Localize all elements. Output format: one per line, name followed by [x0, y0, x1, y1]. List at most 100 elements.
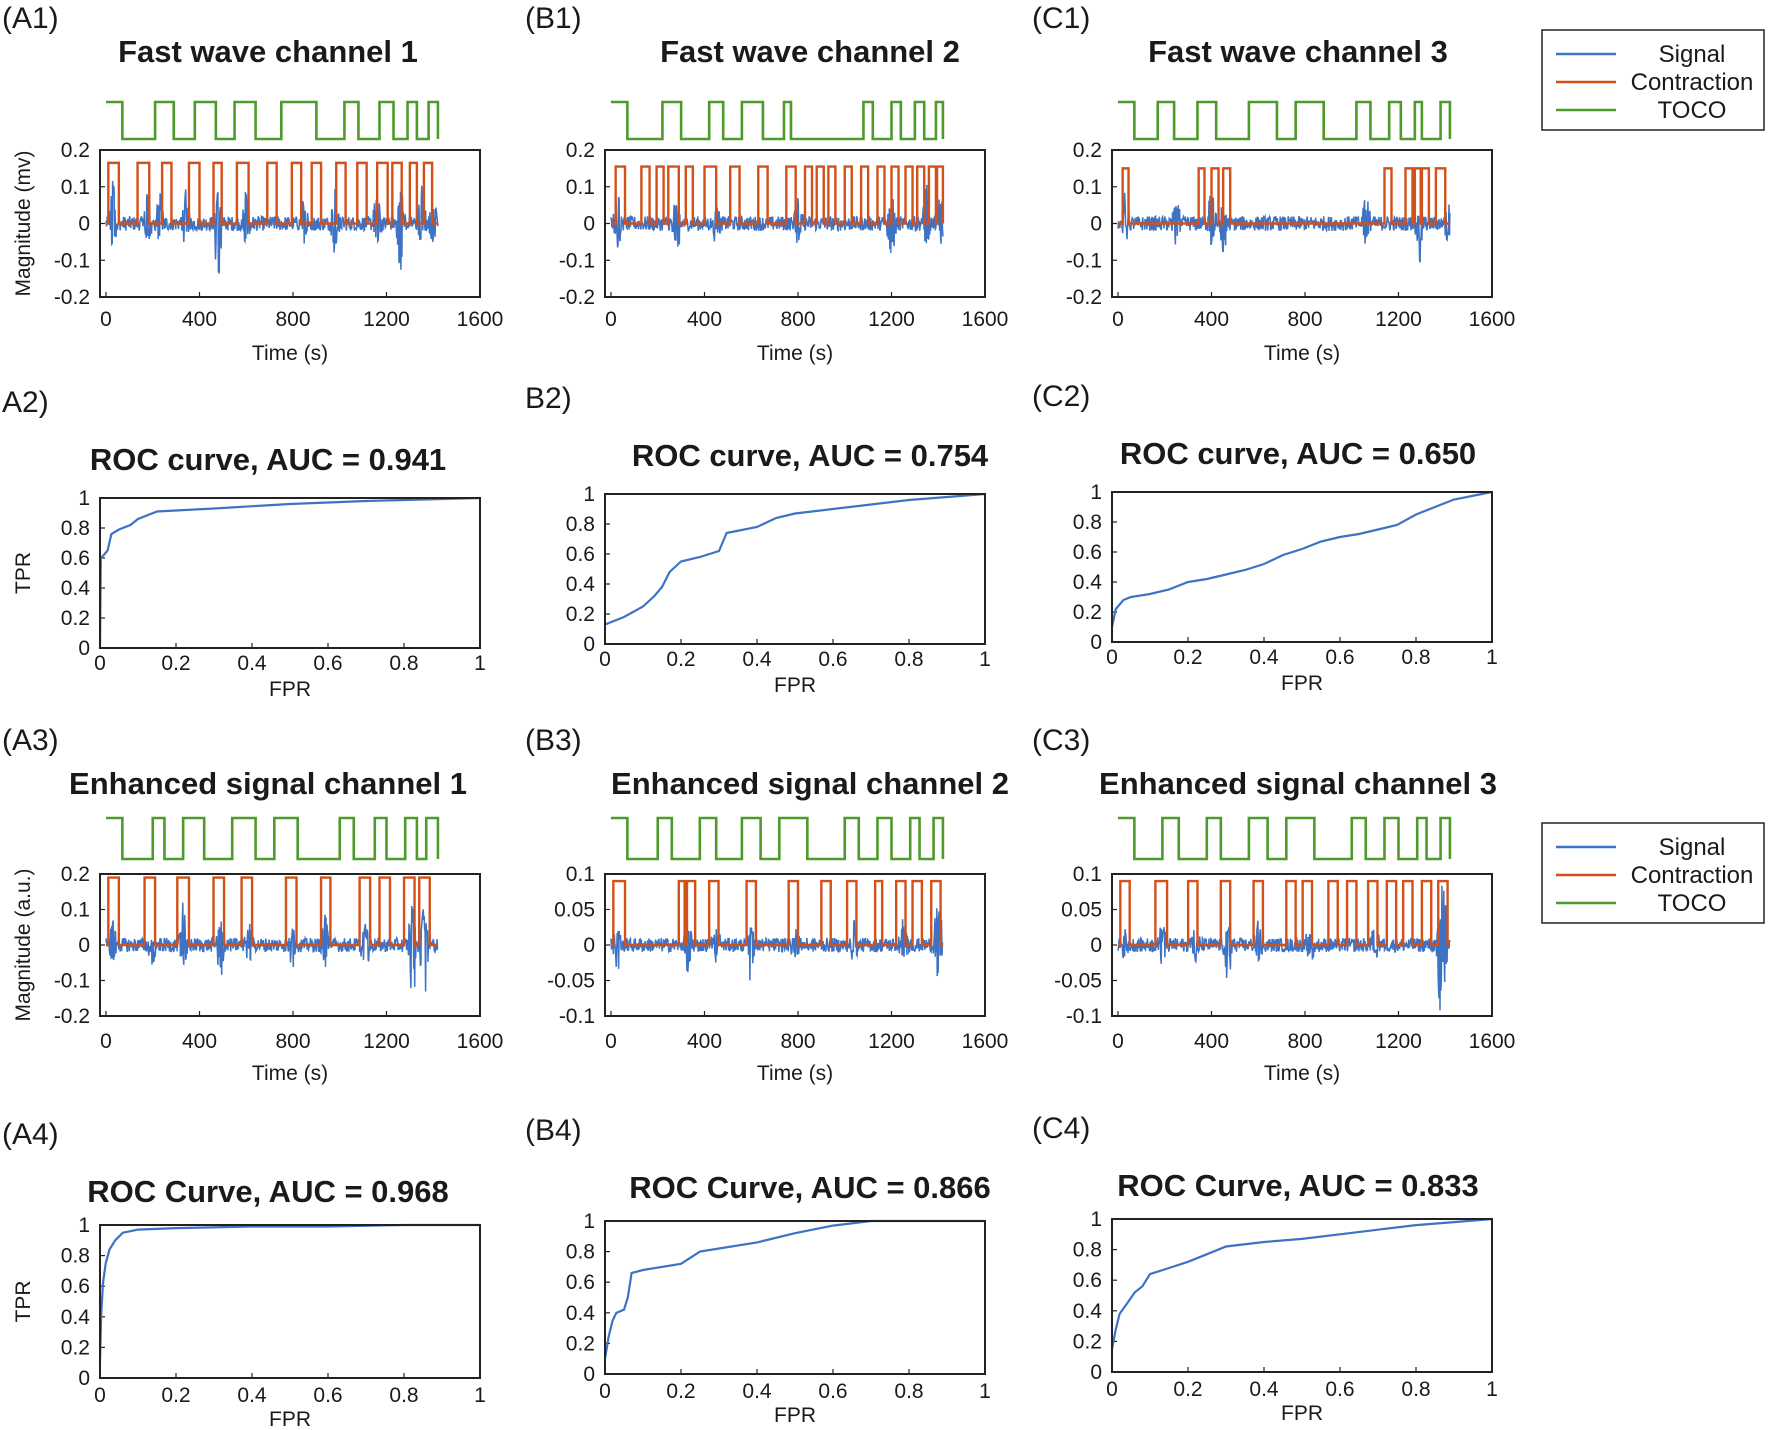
x-tick-label: 0.2: [666, 1380, 695, 1403]
toco-line: [1118, 100, 1452, 141]
y-tick-label: 0.4: [566, 1302, 596, 1325]
y-tick-label: 0.4: [1073, 1300, 1103, 1323]
y-tick-label: 0: [78, 213, 90, 236]
x-tick-label: 1200: [868, 308, 915, 331]
x-tick-label: 0.2: [1173, 646, 1202, 669]
toco-line: [611, 100, 945, 141]
y-tick-label: 1: [583, 483, 595, 506]
y-tick-label: 0: [78, 934, 90, 957]
y-tick-label: 0.6: [1073, 541, 1102, 564]
panel-title: ROC curve, AUC = 0.941: [90, 442, 446, 477]
x-tick-label: 400: [687, 308, 722, 331]
x-tick-label: 0: [1112, 1030, 1124, 1053]
y-tick-label: 0: [583, 934, 595, 957]
y-tick-label: 0.1: [1073, 176, 1102, 199]
x-tick-label: 0.4: [237, 1384, 267, 1407]
y-tick-label: 0: [1090, 631, 1102, 654]
panel-label: (B1): [525, 2, 582, 35]
x-tick-label: 400: [687, 1030, 722, 1053]
x-tick-label: 1200: [1375, 308, 1422, 331]
panel-a4: (A4) ROC Curve, AUC = 0.968 0 0.2 0.4 0.6 0.8 1…: [2, 1118, 486, 1430]
plot-frame: [1111, 491, 1493, 643]
x-tick-label: 400: [1194, 1030, 1229, 1053]
y-axis-label: TPR: [12, 1281, 35, 1323]
y-tick-label: 0.2: [1073, 139, 1102, 162]
legend-box: [1541, 822, 1765, 924]
panel-label: (B4): [525, 1114, 582, 1147]
y-axis-label: TPR: [12, 552, 35, 594]
x-tick-label: 0: [100, 308, 112, 331]
y-tick-label: 0.2: [61, 139, 90, 162]
contraction-line: [1118, 879, 1450, 947]
panel-title: ROC Curve, AUC = 0.968: [87, 1174, 449, 1209]
x-tick-label: 800: [1287, 308, 1322, 331]
plot-frame: [99, 1224, 481, 1379]
y-tick-label: 0.8: [566, 513, 595, 536]
x-tick-label: 0: [100, 1030, 112, 1053]
y-tick-label: -0.1: [54, 249, 90, 272]
x-tick-label: 1600: [962, 1030, 1009, 1053]
plot-frame: [604, 493, 986, 645]
y-tick-label: -0.2: [54, 286, 90, 309]
x-tick-label: 800: [1287, 1030, 1322, 1053]
x-tick-label: 0.8: [1401, 646, 1430, 669]
panel-a3: (A3) Enhanced signal channel 1 0 400 800 1200…: [2, 724, 503, 1085]
x-axis-label: Time (s): [252, 342, 328, 365]
y-tick-label: 0.1: [566, 176, 595, 199]
y-tick-label: 0.2: [566, 603, 595, 626]
y-tick-label: -0.05: [547, 970, 595, 993]
x-tick-label: 0.6: [1325, 1378, 1354, 1401]
y-tick-label: 0: [583, 633, 595, 656]
panel-label: B2): [525, 382, 572, 415]
panel-title: Enhanced signal channel 2: [611, 766, 1009, 801]
signal-line: [1117, 885, 1451, 1011]
y-tick-label: -0.2: [559, 286, 595, 309]
y-tick-label: 0.6: [566, 1271, 595, 1294]
y-tick-label: 0.8: [1073, 1239, 1102, 1262]
x-tick-label: 1200: [363, 308, 410, 331]
y-tick-label: 0.6: [566, 543, 595, 566]
panel-label: A2): [2, 386, 49, 419]
y-tick-label: 0.2: [1073, 601, 1102, 624]
y-tick-label: 0: [78, 637, 90, 660]
panel-title: Fast wave channel 1: [118, 34, 418, 69]
x-tick-label: 0.6: [313, 652, 342, 675]
x-axis-label: Time (s): [757, 342, 833, 365]
y-tick-label: 0.2: [566, 139, 595, 162]
y-tick-label: 0.1: [1073, 863, 1102, 886]
x-tick-label: 0.6: [1325, 646, 1354, 669]
x-tick-label: 0.6: [818, 1380, 847, 1403]
roc-curve: [1110, 490, 1493, 628]
signal-line: [1117, 192, 1451, 263]
x-axis-label: FPR: [1281, 672, 1323, 695]
panel-label: (A3): [2, 724, 59, 757]
y-tick-label: 0.05: [1061, 899, 1102, 922]
panel-title: ROC Curve, AUC = 0.866: [629, 1170, 991, 1205]
x-tick-label: 0.2: [161, 1384, 190, 1407]
legend-label-contraction: Contraction: [1631, 862, 1754, 889]
x-tick-label: 0.4: [742, 648, 772, 671]
toco-line: [106, 816, 440, 861]
x-tick-label: 0: [1106, 646, 1118, 669]
plot-frame: [1111, 1218, 1493, 1373]
y-tick-label: 0.1: [61, 899, 90, 922]
toco-line: [1118, 816, 1452, 861]
x-tick-label: 0.8: [894, 1380, 923, 1403]
x-tick-label: 1600: [1469, 1030, 1516, 1053]
roc-curve: [604, 492, 986, 626]
x-tick-label: 0: [599, 648, 611, 671]
y-tick-label: -0.05: [1054, 970, 1102, 993]
y-tick-label: 0.2: [566, 1332, 595, 1355]
y-tick-label: -0.1: [54, 970, 90, 993]
contraction-line: [106, 876, 438, 947]
y-tick-label: 0.4: [61, 1306, 91, 1329]
roc-curve: [98, 1223, 480, 1363]
plot-frame: [604, 149, 986, 298]
x-tick-label: 1200: [363, 1030, 410, 1053]
x-tick-label: 1: [979, 648, 991, 671]
x-tick-label: 0: [599, 1380, 611, 1403]
plot-frame: [604, 1220, 986, 1375]
x-tick-label: 800: [275, 1030, 310, 1053]
